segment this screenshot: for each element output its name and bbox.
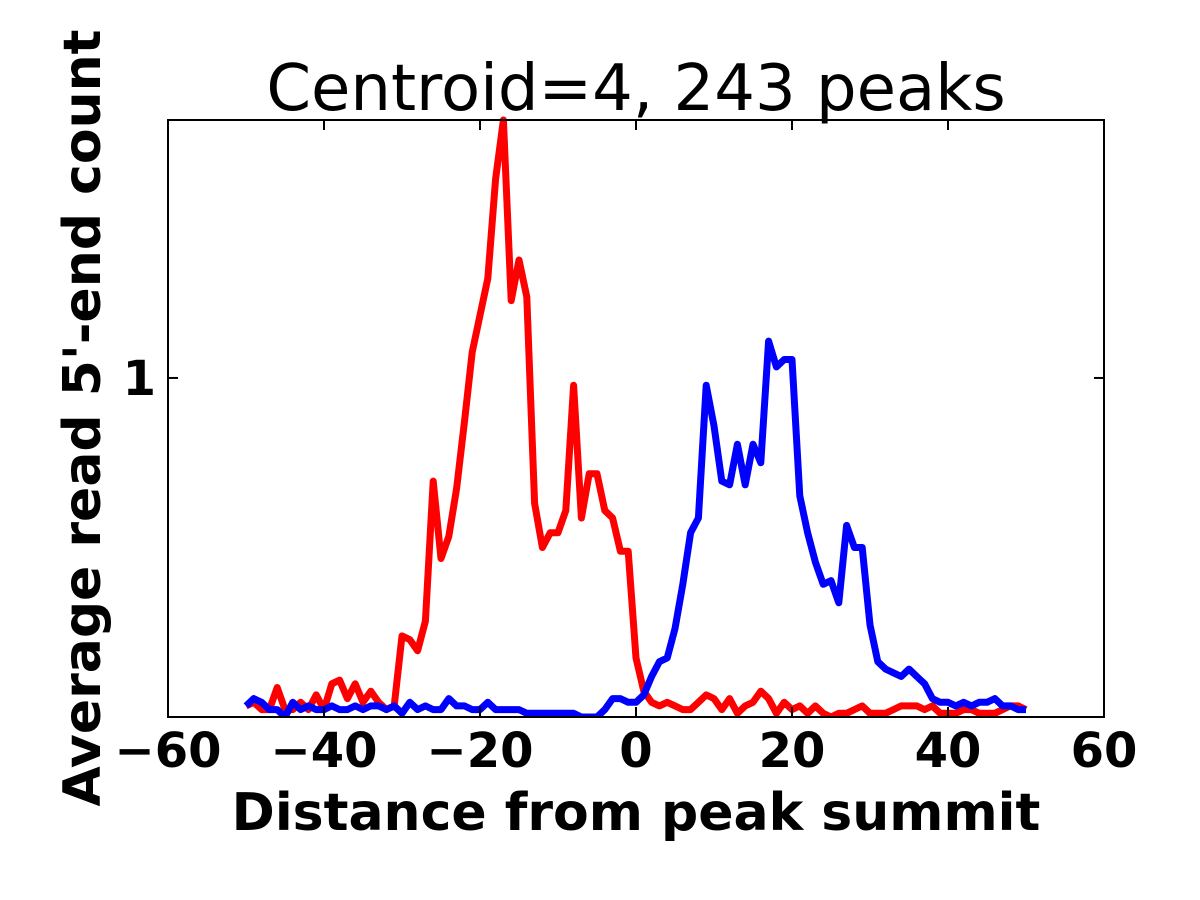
x-tick-label: 0 [619, 723, 652, 779]
x-tick-label: 60 [1071, 723, 1138, 779]
series-layer [243, 116, 1028, 717]
y-tick-label: 1 [123, 351, 156, 407]
x-tick-label: 20 [759, 723, 826, 779]
x-tick-label: −40 [270, 723, 377, 779]
series-line-red [244, 116, 1028, 717]
y-axis-label: Average read 5'-end count [53, 30, 113, 807]
x-tick-label: −60 [114, 723, 221, 779]
series-line-blue [243, 337, 1026, 717]
x-tick-label: −20 [426, 723, 533, 779]
x-axis-label: Distance from peak summit [232, 783, 1041, 843]
y-axis-ticks: 1 [123, 351, 1104, 407]
chart-title: Centroid=4, 243 peaks [266, 52, 1005, 126]
x-tick-label: 40 [915, 723, 982, 779]
x-axis-ticks: −60 −40 −20 0 20 40 60 [114, 120, 1137, 779]
